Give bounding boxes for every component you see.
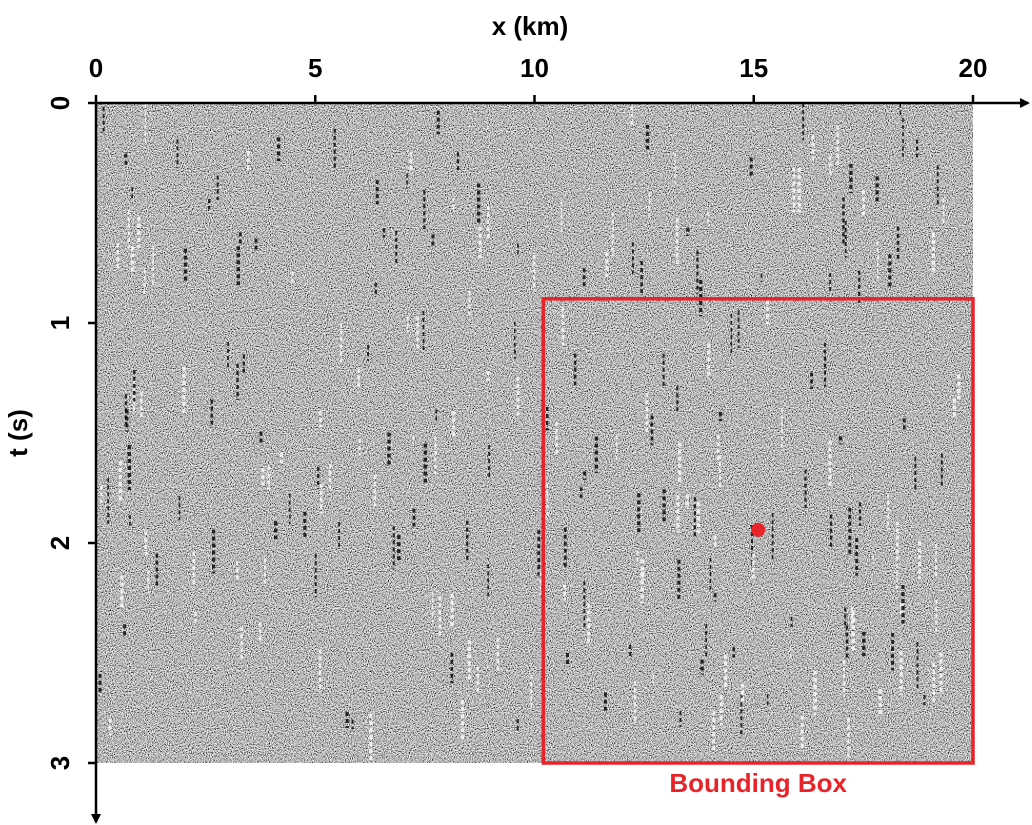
x-tick-label: 15 (739, 53, 768, 83)
bounding-box (541, 297, 975, 765)
x-axis-label: x (km) (492, 11, 569, 41)
x-tick-label: 20 (959, 53, 988, 83)
y-tick-label: 0 (45, 96, 75, 110)
x-tick-label: 0 (89, 53, 103, 83)
x-tick-label: 5 (308, 53, 322, 83)
box-label: Bounding Box (669, 768, 847, 798)
point (751, 522, 766, 537)
seismic-image (96, 103, 973, 763)
y-tick-label: 2 (45, 536, 75, 550)
y-axis-label: t (s) (3, 409, 33, 457)
y-tick-label: 3 (45, 756, 75, 770)
streaks (98, 103, 961, 763)
y-tick-label: 1 (45, 316, 75, 330)
x-tick-label: 10 (520, 53, 549, 83)
